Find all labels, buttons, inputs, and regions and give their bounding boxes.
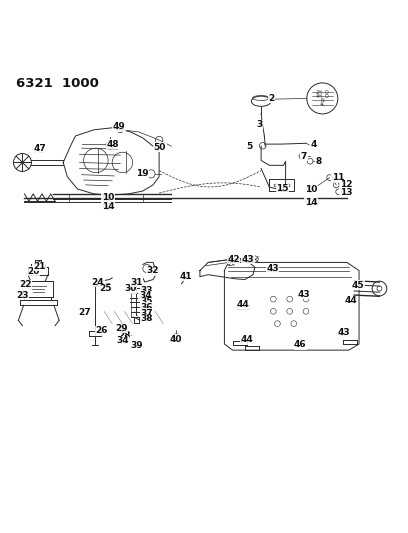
Text: 37: 37 (141, 309, 153, 318)
Text: 15: 15 (277, 184, 289, 193)
Text: 50: 50 (154, 143, 166, 152)
Text: 43: 43 (242, 255, 254, 264)
Text: 19: 19 (136, 169, 148, 179)
Text: 44: 44 (236, 301, 249, 309)
Text: 4L: 4L (319, 102, 325, 107)
Text: 24: 24 (92, 278, 104, 287)
Text: 31: 31 (130, 278, 142, 287)
Text: 39: 39 (130, 341, 142, 350)
Text: 12: 12 (340, 180, 352, 189)
Text: 6321  1000: 6321 1000 (16, 77, 99, 90)
Text: 10: 10 (305, 185, 317, 195)
Text: 46: 46 (294, 341, 306, 349)
Text: 43: 43 (337, 328, 350, 337)
Text: 47: 47 (33, 144, 47, 154)
Text: 11: 11 (332, 173, 344, 182)
Text: 40: 40 (170, 335, 182, 344)
Text: 21: 21 (34, 262, 46, 271)
Text: 25: 25 (99, 284, 111, 293)
Text: 38: 38 (141, 314, 153, 323)
Text: 34: 34 (139, 292, 151, 301)
Text: O: O (324, 94, 328, 99)
Text: 30: 30 (124, 285, 137, 294)
Text: O: O (324, 90, 328, 95)
Text: 22: 22 (19, 280, 31, 289)
Text: 27: 27 (79, 308, 91, 317)
Text: 45: 45 (352, 281, 364, 290)
Text: 14: 14 (305, 198, 317, 206)
Text: 33: 33 (141, 286, 153, 295)
Text: 43: 43 (266, 264, 279, 273)
Text: 26: 26 (96, 327, 108, 335)
Text: 48: 48 (106, 140, 119, 149)
Text: 4: 4 (311, 140, 317, 149)
Text: 49: 49 (113, 122, 126, 131)
Text: 34: 34 (116, 336, 129, 345)
Text: 35: 35 (141, 297, 153, 306)
Text: 28: 28 (118, 330, 131, 340)
Text: 44: 44 (240, 335, 253, 344)
Text: N: N (320, 98, 324, 103)
Text: 13: 13 (340, 188, 352, 197)
Text: 5: 5 (246, 142, 253, 151)
Text: 10: 10 (102, 193, 114, 203)
Text: 43: 43 (298, 290, 310, 298)
Text: 7: 7 (301, 152, 307, 161)
Text: 8: 8 (316, 157, 322, 166)
Text: 4H: 4H (316, 94, 322, 99)
Text: 2: 2 (268, 94, 275, 103)
Text: 41: 41 (180, 272, 192, 281)
Text: 36: 36 (141, 303, 153, 312)
Text: 2H: 2H (316, 90, 322, 95)
Text: 32: 32 (147, 266, 159, 275)
Text: 42: 42 (227, 255, 239, 264)
Text: 20: 20 (27, 267, 40, 276)
Text: 3: 3 (256, 120, 263, 130)
Text: 23: 23 (16, 290, 29, 300)
Text: 29: 29 (115, 324, 128, 333)
Text: 14: 14 (102, 201, 114, 211)
Text: 44: 44 (344, 296, 357, 305)
